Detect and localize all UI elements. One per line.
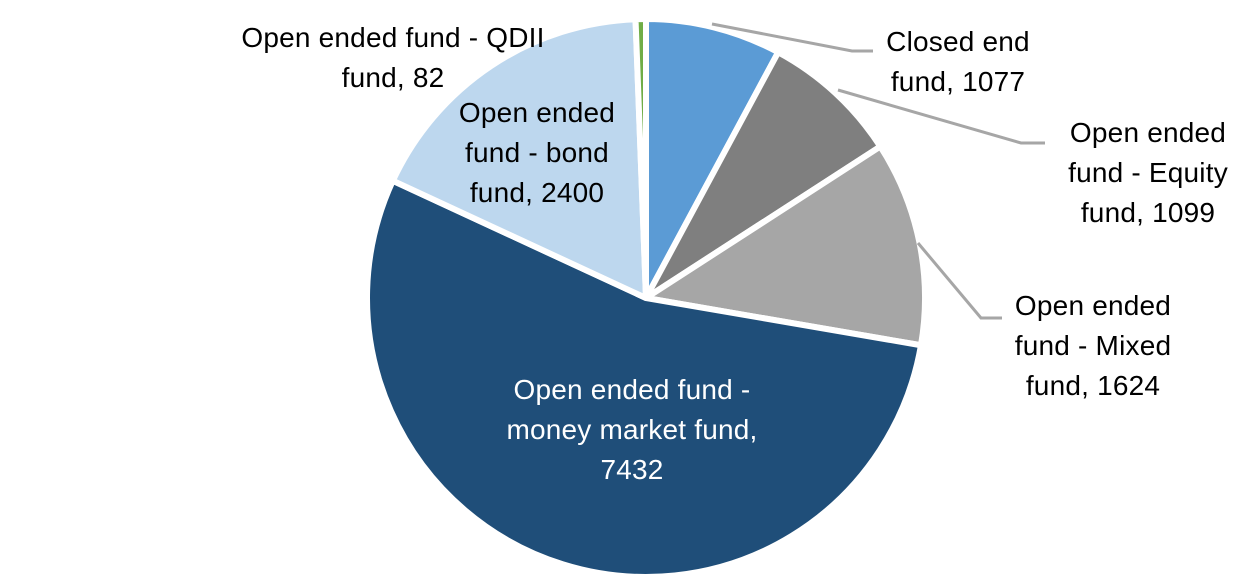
pie-slice-open-ended-fund-money-market-fund <box>364 177 924 580</box>
label-closed-end-fund: Closed end fund, 1077 <box>886 22 1030 102</box>
label-open-ended-fund-qdii-fund: Open ended fund - QDII fund, 82 <box>241 18 544 98</box>
label-line: fund, 82 <box>341 62 445 93</box>
label-line: Open ended <box>1014 290 1172 321</box>
leader-line-closed-end-fund <box>711 22 873 53</box>
label-line: Open ended <box>458 97 616 128</box>
label-line: fund, 1099 <box>1080 197 1216 228</box>
pie-slice-closed-end-fund <box>643 16 782 301</box>
label-line: money market fund, <box>506 414 758 445</box>
pie-slice-open-ended-fund-qdii-fund <box>632 16 649 301</box>
label-line: fund, 1077 <box>890 66 1026 97</box>
label-open-ended-fund-bond-fund: Open ended fund - bond fund, 2400 <box>459 93 615 213</box>
label-line: fund - bond <box>465 137 609 168</box>
label-line: Open ended fund - <box>513 374 751 405</box>
label-line: Open ended <box>1069 117 1227 148</box>
pie-slice-open-ended-fund-equity-fund <box>643 49 884 301</box>
label-line: fund - Mixed <box>1014 330 1172 361</box>
label-line: fund - Equity <box>1068 157 1228 188</box>
label-open-ended-fund-mixed-fund: Open ended fund - Mixed fund, 1624 <box>1015 286 1171 406</box>
leader-line-open-ended-fund-mixed-fund <box>916 242 1002 320</box>
label-open-ended-fund-money-market-fund: Open ended fund - money market fund, 743… <box>506 370 757 490</box>
label-line: Closed end <box>886 26 1030 57</box>
label-line: fund, 1624 <box>1025 370 1161 401</box>
pie-slice-open-ended-fund-mixed-fund <box>643 143 928 349</box>
label-open-ended-fund-equity-fund: Open ended fund - Equity fund, 1099 <box>1068 113 1228 233</box>
leader-line-open-ended-fund-equity-fund <box>837 88 1045 145</box>
pie-slice-open-ended-fund-bond-fund <box>389 16 649 301</box>
label-line: 7432 <box>600 454 664 485</box>
label-line: Open ended fund - QDII <box>241 22 545 53</box>
label-line: fund, 2400 <box>469 177 605 208</box>
